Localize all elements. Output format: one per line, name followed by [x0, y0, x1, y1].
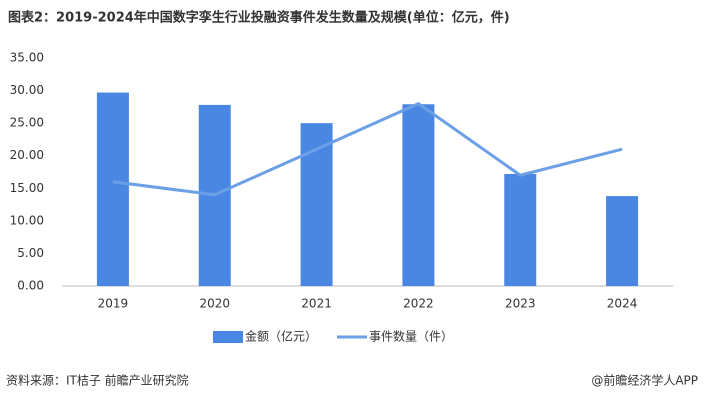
- y-tick-label: 10.00: [10, 213, 44, 227]
- x-tick-label: 2022: [403, 297, 434, 311]
- y-tick-label: 25.00: [10, 116, 44, 130]
- y-tick-label: 20.00: [10, 148, 44, 162]
- source: 资料来源：IT桔子 前瞻产业研究院: [6, 373, 189, 388]
- x-tick-label: 2021: [301, 297, 332, 311]
- x-tick-label: 2019: [98, 297, 129, 311]
- chart-title: 图表2：2019-2024年中国数字孪生行业投融资事件发生数量及规模(单位：亿元…: [8, 10, 510, 26]
- legend-label: 金额（亿元）: [245, 329, 317, 344]
- legend-label: 事件数量（件）: [369, 329, 453, 344]
- credit: @前瞻经济学人APP: [591, 373, 698, 388]
- legend-swatch: [213, 331, 243, 343]
- y-tick-label: 30.00: [10, 83, 44, 97]
- bar: [606, 196, 639, 286]
- y-tick-label: 0.00: [17, 279, 44, 293]
- bar: [402, 104, 435, 286]
- x-tick-label: 2024: [607, 297, 638, 311]
- bar: [96, 92, 129, 286]
- y-tick-label: 15.00: [10, 181, 44, 195]
- y-tick-label: 5.00: [17, 246, 44, 260]
- bar: [504, 173, 537, 286]
- x-tick-label: 2020: [199, 297, 230, 311]
- y-tick-label: 35.00: [10, 51, 44, 65]
- x-tick-label: 2023: [505, 297, 536, 311]
- line: [112, 102, 623, 197]
